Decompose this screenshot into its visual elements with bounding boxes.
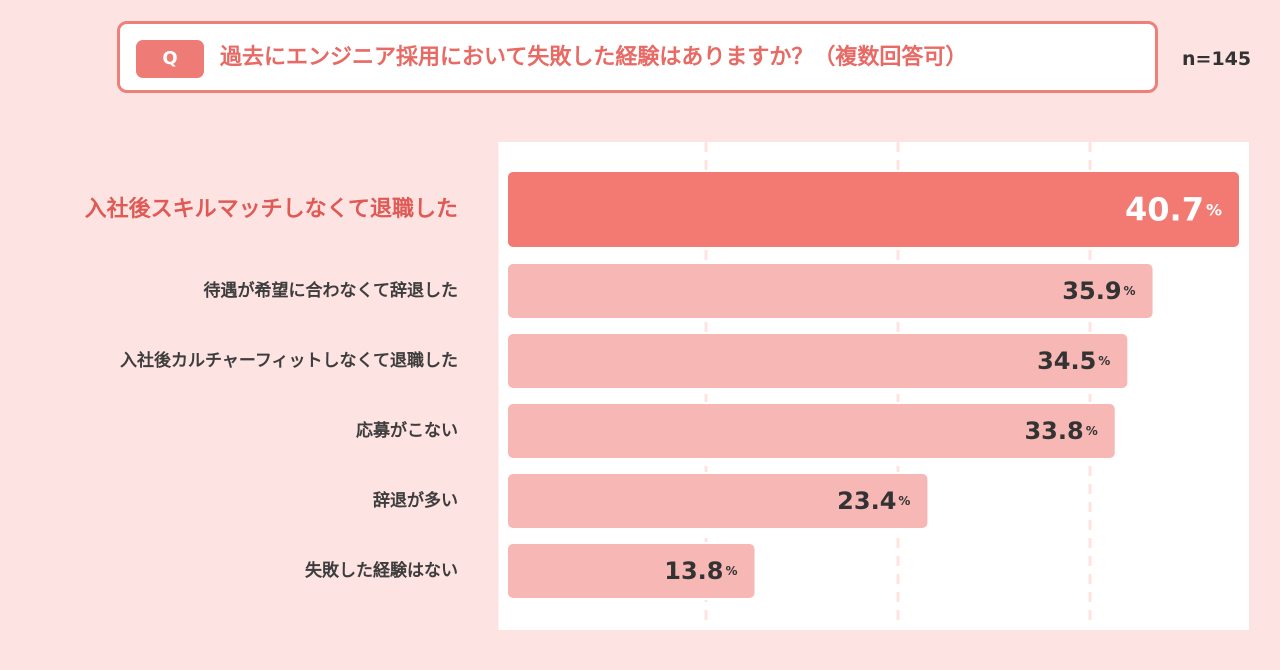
value-number: 23.4 xyxy=(837,487,896,515)
value-label: 13.8% xyxy=(664,557,737,585)
value-label: 40.7% xyxy=(1125,191,1222,229)
value-number: 35.9 xyxy=(1062,277,1121,305)
value-unit: % xyxy=(726,564,738,578)
value-number: 33.8 xyxy=(1024,417,1083,445)
value-unit: % xyxy=(1098,354,1110,368)
value-label: 34.5% xyxy=(1037,347,1110,375)
question-box: Q 過去にエンジニア採用において失敗した経験はありますか？（複数回答可） xyxy=(117,21,1158,93)
value-unit: % xyxy=(1124,284,1136,298)
value-unit: % xyxy=(898,494,910,508)
value-label: 33.8% xyxy=(1024,417,1097,445)
question-text: 過去にエンジニア採用において失敗した経験はありますか？（複数回答可） xyxy=(220,45,968,70)
question-badge: Q xyxy=(136,40,204,78)
bar xyxy=(506,472,930,530)
bar xyxy=(506,262,1155,320)
category-label: 失敗した経験はない xyxy=(305,560,458,581)
value-number: 13.8 xyxy=(664,557,723,585)
value-label: 35.9% xyxy=(1062,277,1135,305)
category-label: 入社後カルチャーフィットしなくて退職した xyxy=(120,350,458,371)
sample-size: n=145 xyxy=(1182,48,1252,70)
category-label: 辞退が多い xyxy=(373,490,458,511)
bar xyxy=(506,402,1117,460)
value-number: 34.5 xyxy=(1037,347,1096,375)
bar xyxy=(506,332,1130,390)
value-unit: % xyxy=(1206,200,1222,219)
bar xyxy=(506,170,1241,249)
value-number: 40.7 xyxy=(1125,191,1204,229)
bar xyxy=(506,542,757,600)
value-label: 23.4% xyxy=(837,487,910,515)
value-unit: % xyxy=(1086,424,1098,438)
category-label: 入社後スキルマッチしなくて退職した xyxy=(85,196,458,222)
category-label: 応募がこない xyxy=(356,420,458,441)
category-label: 待遇が希望に合わなくて辞退した xyxy=(204,280,459,301)
